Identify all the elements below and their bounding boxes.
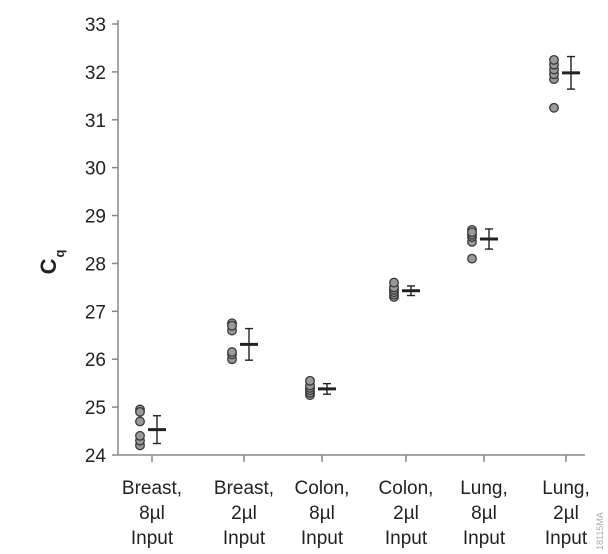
data-points	[135, 54, 559, 451]
watermark-code: 18115MA	[595, 512, 605, 550]
x-ticks: Breast, 8µl Input Breast, 2µl Input Colon, 8µl I…	[122, 455, 590, 549]
y-tick-label: 29	[85, 207, 106, 228]
data-point	[549, 102, 559, 113]
data-point	[389, 277, 399, 288]
x-category-label: Breast, 8µl Input	[122, 478, 182, 549]
x-category-label: Lung, 8µl Input	[460, 478, 508, 549]
y-tick-label: 33	[85, 15, 106, 36]
x-category-label: Lung, 2µl Input	[542, 478, 590, 549]
y-tick-label: 27	[85, 302, 106, 323]
x-category-label: Colon, 2µl Input	[379, 478, 434, 549]
x-category-label: Breast, 2µl Input	[214, 478, 274, 549]
x-category-label: Colon, 8µl Input	[295, 478, 350, 549]
data-point	[305, 375, 315, 386]
y-tick-label: 24	[85, 446, 107, 467]
data-point	[227, 320, 237, 331]
axes	[117, 20, 585, 456]
y-tick-label: 28	[85, 254, 106, 275]
y-tick-label: 25	[85, 398, 106, 419]
y-tick-label: 32	[85, 63, 106, 84]
y-ticks: 24 25 26 27 28 29 30 31 32 33	[85, 15, 118, 467]
y-tick-label: 26	[85, 350, 106, 371]
y-axis-label: Cq	[36, 250, 67, 275]
data-point	[549, 54, 559, 65]
mean-error-bars	[148, 55, 580, 445]
y-tick-label: 31	[85, 111, 106, 132]
data-point	[135, 430, 145, 441]
data-point	[467, 253, 477, 264]
y-tick-label: 30	[85, 159, 106, 180]
data-point	[135, 416, 145, 427]
data-point	[135, 406, 145, 417]
data-point	[227, 347, 237, 357]
data-point	[467, 227, 477, 238]
